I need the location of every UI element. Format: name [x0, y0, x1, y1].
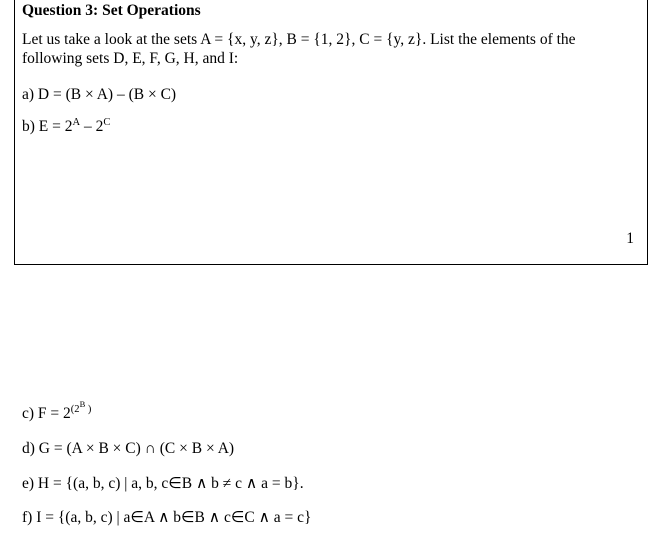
- item-f: f) I = {(a, b, c) | a∈A ∧ b∈B ∧ c∈C ∧ a …: [22, 508, 311, 527]
- item-c: c) F = 2(2B ): [22, 404, 91, 423]
- item-b: b) E = 2A – 2C: [22, 118, 110, 136]
- item-a: a) D = (B × A) – (B × C): [22, 86, 176, 104]
- item-d: d) G = (A × B × C) ∩ (C × B × A): [22, 440, 234, 458]
- question-title: Question 3: Set Operations: [22, 2, 201, 20]
- item-e: e) H = {(a, b, c) | a, b, c∈B ∧ b ≠ c ∧ …: [22, 474, 304, 493]
- page-number: 1: [626, 230, 634, 248]
- question-intro: Let us take a look at the sets A = {x, y…: [22, 30, 630, 69]
